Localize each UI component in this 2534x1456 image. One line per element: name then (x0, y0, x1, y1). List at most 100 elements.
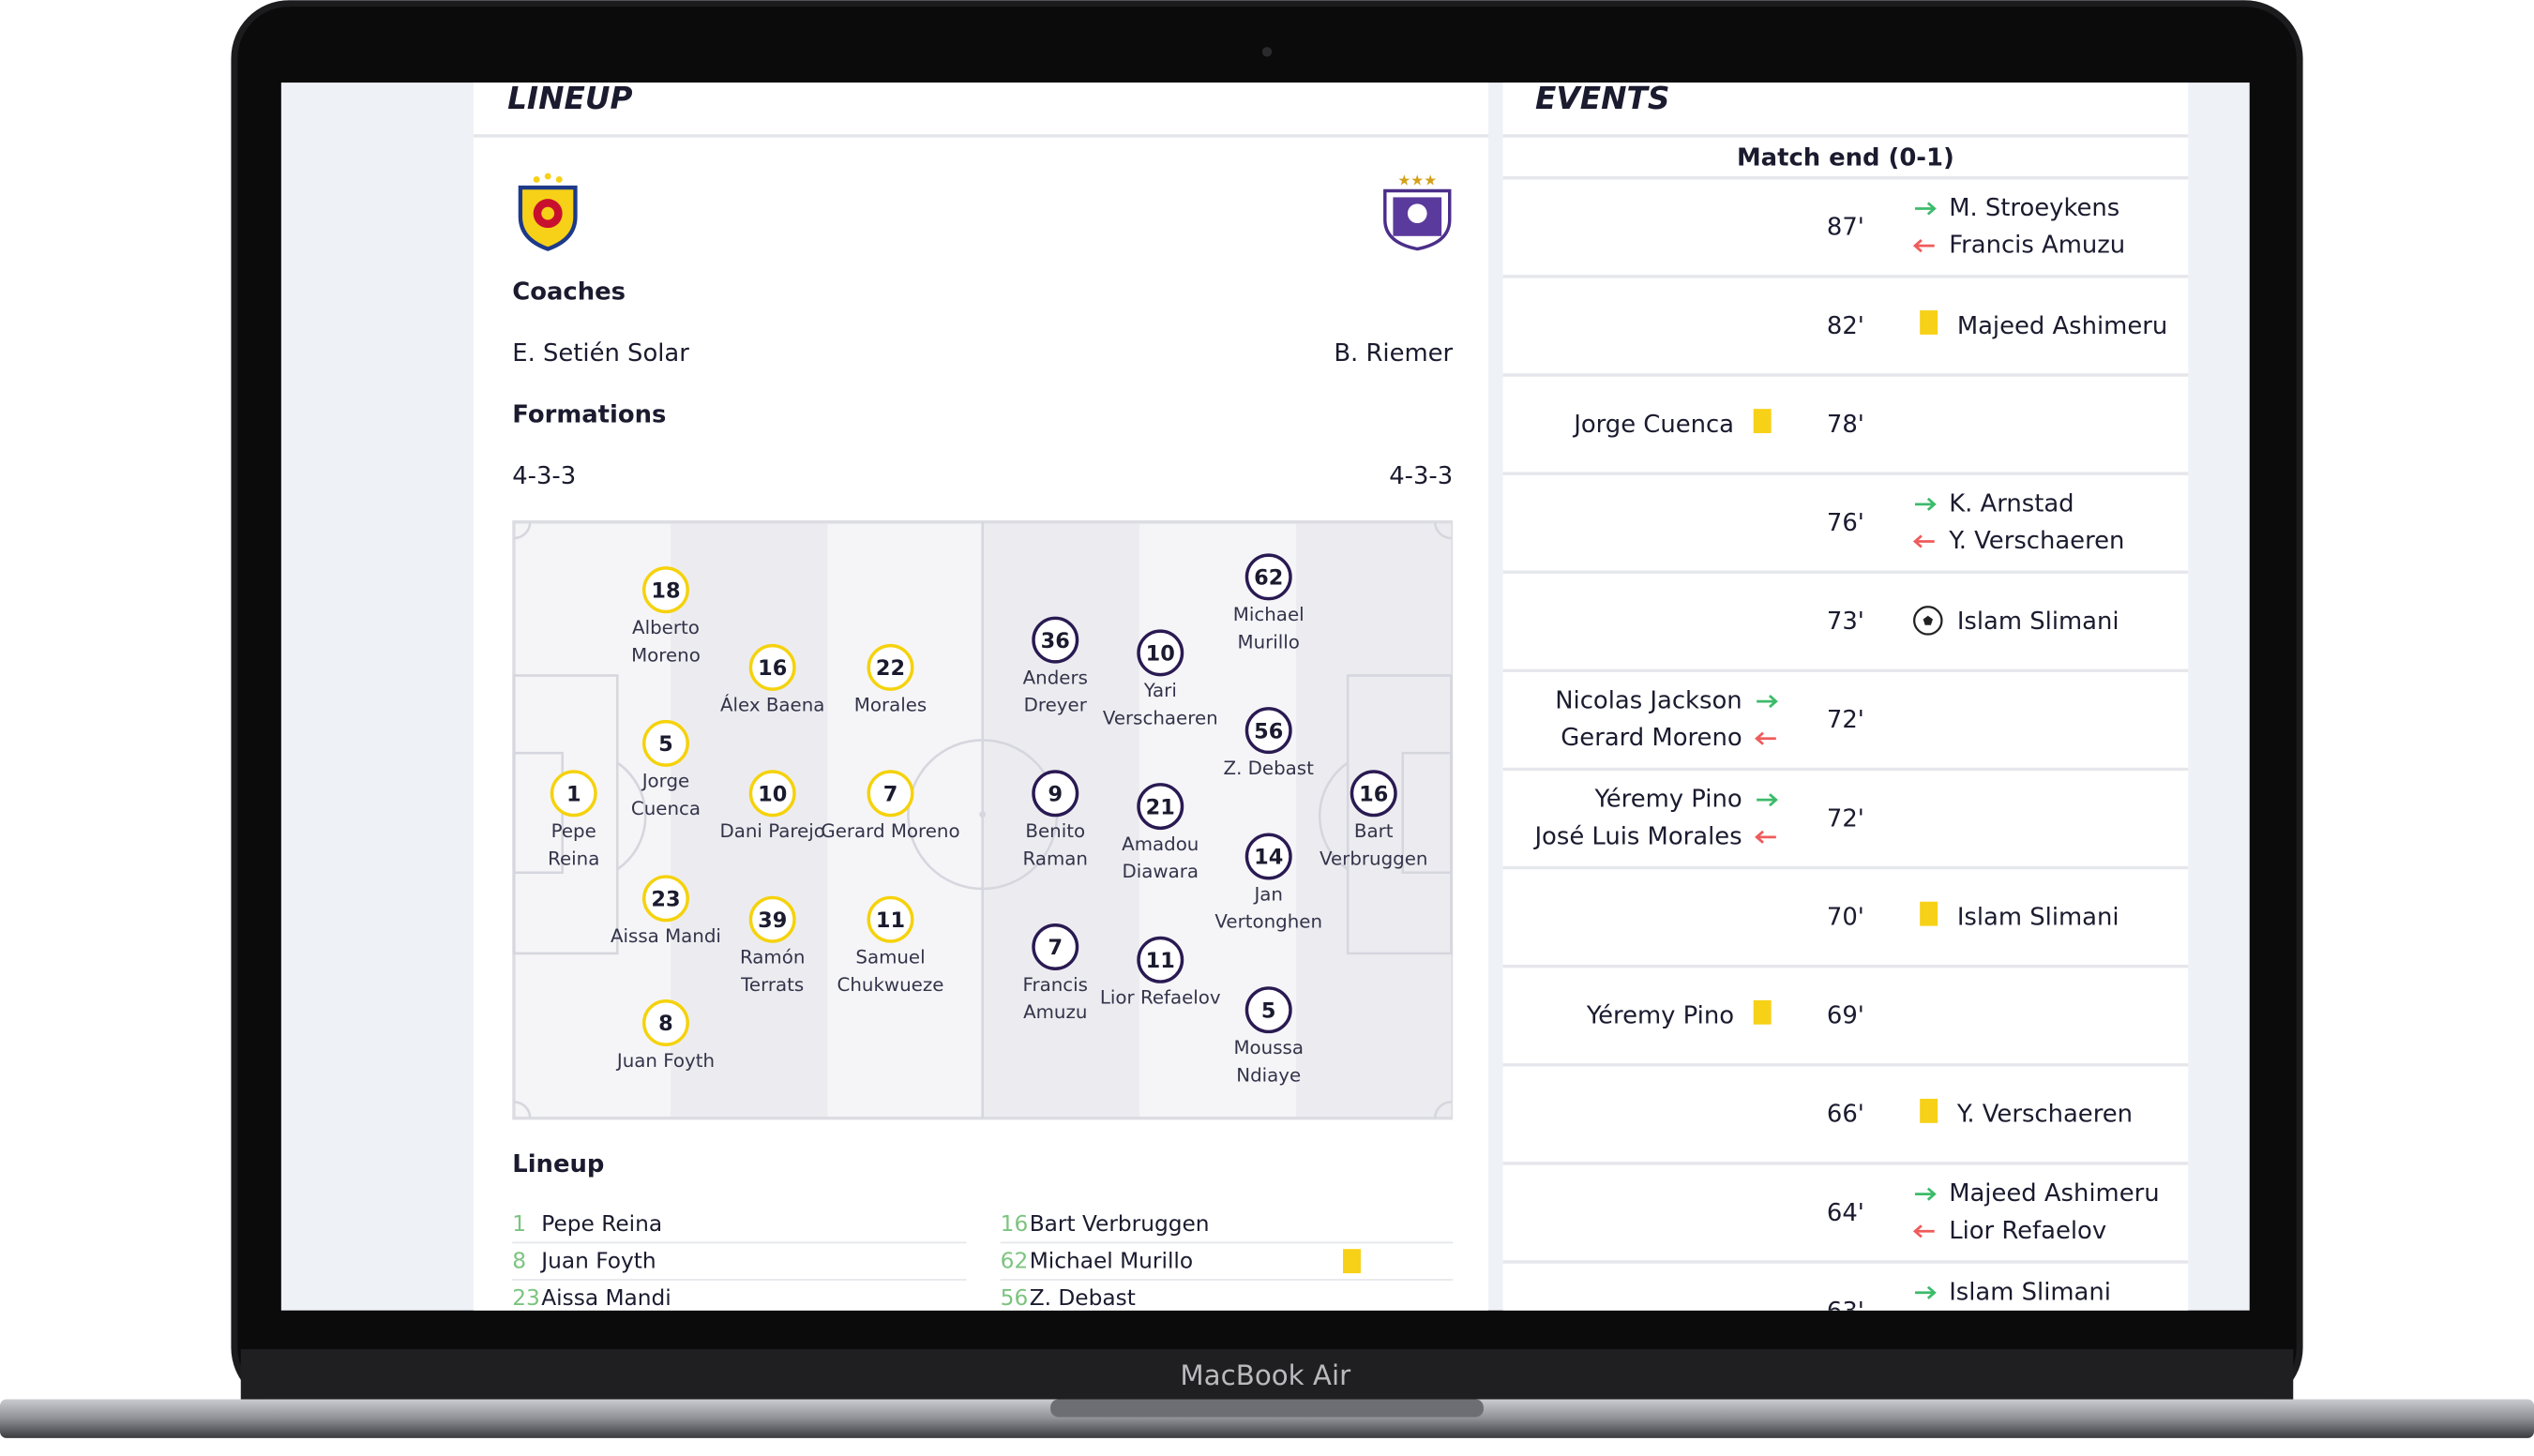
player-number: 5 (658, 732, 673, 757)
player-marker (641, 566, 689, 614)
arrow-head (1912, 1224, 1923, 1238)
player-marker (1137, 783, 1184, 831)
stars: ★★★ (1397, 173, 1437, 189)
event-minute: 63' (1827, 1298, 1864, 1326)
panel-title: EVENTS (1535, 81, 1669, 116)
player-name: Ndiaye (1236, 1064, 1301, 1086)
player-name: Yari (1143, 680, 1177, 701)
player-marker (641, 719, 689, 767)
player-number: 23 (651, 888, 680, 912)
player-marker (748, 643, 796, 691)
yellow-card (1920, 1098, 1938, 1123)
event-minute: 76' (1827, 509, 1864, 537)
list-name: Pepe Reina (541, 1211, 662, 1237)
event-minute: 72' (1827, 706, 1864, 734)
event-player: Yéremy Pino (1586, 1002, 1734, 1030)
list-name: Bart Verbruggen (1030, 1211, 1210, 1237)
sub-arrow (1915, 202, 1937, 216)
event-player: Islam Slimani (1957, 903, 2119, 931)
player-number: 7 (1048, 936, 1063, 960)
player-name: Morales (854, 695, 927, 716)
player-name: Benito (1025, 820, 1085, 842)
player-name: Lior Refaelov (1100, 987, 1221, 1009)
list-number: 8 (512, 1249, 526, 1274)
player-number: 1 (566, 783, 581, 807)
event-minute: 72' (1827, 804, 1864, 833)
sub-arrow (1757, 793, 1778, 807)
player-number: 18 (651, 578, 680, 603)
camera (1261, 47, 1273, 57)
player-number: 10 (758, 783, 787, 807)
event-minute: 78' (1827, 411, 1864, 439)
player-name: Francis (1023, 974, 1088, 996)
player-name: Aissa Mandi (611, 925, 721, 947)
player-marker (867, 770, 914, 818)
sub-arrow (1915, 1187, 1937, 1201)
player-name: Gerard Moreno (821, 820, 959, 842)
player-number: 62 (1254, 566, 1283, 591)
arrow-head (1926, 497, 1937, 511)
list-name: Michael Murillo (1030, 1249, 1193, 1274)
arrow-head (1926, 202, 1937, 216)
player-marker (1244, 986, 1292, 1034)
event-player: M. Stroeykens (1949, 194, 2119, 222)
away-logo: ★★★ (1383, 173, 1452, 251)
player-number: 9 (1048, 783, 1063, 807)
section-label: Coaches (512, 278, 626, 307)
player-name: Juan Foyth (615, 1050, 715, 1072)
player-number: 39 (758, 908, 787, 933)
arrow-head (1755, 830, 1764, 844)
arrow-head (1912, 534, 1923, 548)
event-player: José Luis Morales (1532, 822, 1742, 850)
event-minute: 82' (1827, 312, 1864, 340)
player-name: Terrats (740, 974, 804, 996)
device-label: MacBook Air (1180, 1359, 1351, 1391)
event-minute: 73' (1827, 608, 1864, 636)
sub-arrow (1915, 1285, 1937, 1299)
player-number: 8 (658, 1012, 673, 1036)
arrow-head (1769, 694, 1778, 709)
player-marker (1032, 616, 1079, 664)
player-name: Chukwueze (837, 974, 944, 996)
player-marker (1244, 707, 1292, 755)
player-name: Dani Parejo (719, 820, 824, 842)
player-marker (1350, 770, 1397, 818)
laptop-base (0, 1399, 2534, 1438)
player-name: Jorge (641, 771, 689, 792)
player-name: Jan (1252, 883, 1283, 905)
events-panel (1502, 83, 2189, 1311)
player-marker (748, 895, 796, 943)
player-name: Raman (1023, 848, 1088, 869)
event-player: Majeed Ashimeru (1949, 1179, 2159, 1208)
arrow-head (1926, 1285, 1937, 1299)
player-name: Diawara (1123, 861, 1199, 882)
yellow-card (1342, 1249, 1361, 1274)
player-name: Murillo (1238, 632, 1300, 653)
event-minute: 69' (1827, 1002, 1864, 1030)
panel-title: LINEUP (507, 81, 632, 116)
player-name: Moreno (631, 644, 701, 666)
home-logo (518, 173, 578, 251)
player-number: 16 (1359, 783, 1388, 807)
sub-arrow (1912, 239, 1935, 253)
player-name: Samuel (855, 947, 925, 968)
player-marker (748, 770, 796, 818)
section-label: Lineup (512, 1150, 604, 1178)
player-marker (641, 875, 689, 923)
player-name: Pepe (551, 820, 596, 842)
player-name: Amuzu (1023, 1001, 1087, 1023)
player-name: Michael (1233, 604, 1305, 625)
event-minute: 87' (1827, 214, 1864, 242)
player-number: 7 (883, 783, 898, 807)
sub-arrow (1915, 497, 1937, 511)
player-name: Reina (548, 848, 599, 869)
list-number: 23 (512, 1285, 540, 1311)
player-name: Ramón (740, 947, 805, 968)
player-marker (1032, 770, 1079, 818)
arrow-head (1912, 239, 1923, 253)
home-coach: E. Setién Solar (512, 339, 689, 368)
player-name: Verschaeren (1103, 708, 1218, 729)
yellow-card (1753, 999, 1772, 1025)
